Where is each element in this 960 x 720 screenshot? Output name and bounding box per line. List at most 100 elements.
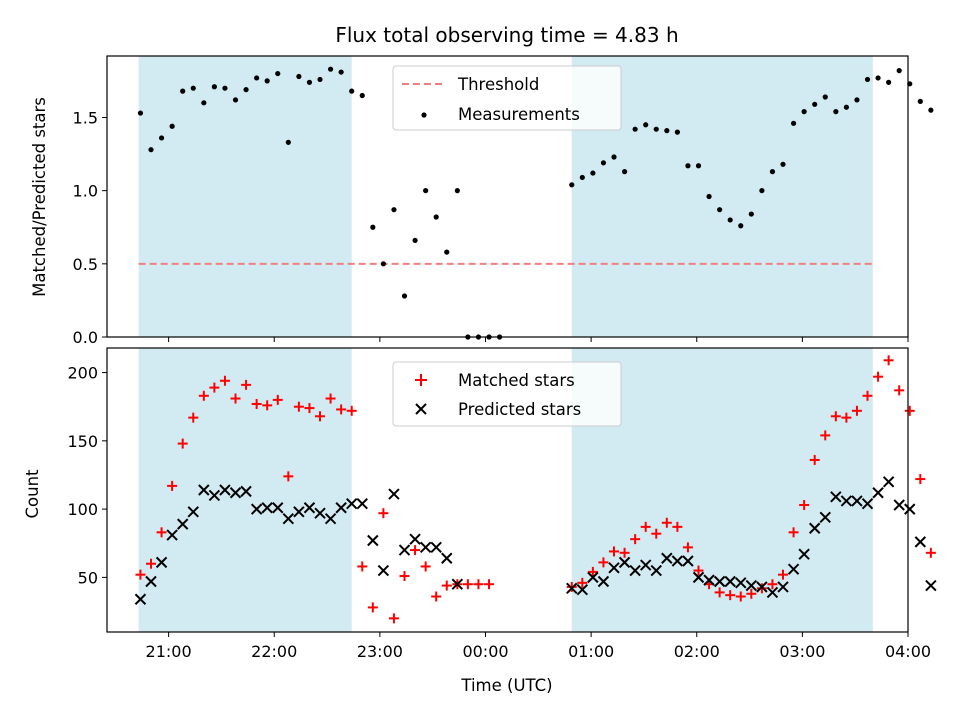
predicted-star-point [303,502,316,514]
measurement-point [643,122,649,128]
matched-star-point [577,577,588,588]
predicted-star-point [735,577,747,589]
y-tick-label: 1.0 [73,182,98,201]
predicted-star-point [692,571,705,584]
measurement-point [579,174,585,181]
measurement-point [201,100,207,106]
predicted-star-point [766,586,779,599]
predicted-star-point [608,562,620,574]
predicted-star-point [398,544,411,556]
predicted-star-point [134,593,147,605]
measurement-point [790,120,797,126]
matched-star-point [272,394,283,405]
matched-star-point [640,521,651,532]
predicted-star-point [377,564,390,577]
legend-measurements-swatch [421,112,427,118]
measurement-point [600,160,607,166]
legend-matched-swatch [415,374,427,386]
matched-star-point [746,588,757,599]
predicted-star-point [409,533,421,545]
measurement-point [812,101,818,107]
measurement-point [254,75,260,81]
predicted-star-point [335,502,347,514]
matched-star-point [219,375,230,386]
matched-star-point [431,591,442,602]
matched-star-point [619,547,630,558]
matched-star-point [883,355,894,366]
measurement-point [748,211,754,217]
x-tick-label: 02:00 [674,642,720,661]
measurement-point [632,126,638,132]
measurement-point [928,107,934,113]
predicted-stars-series [134,476,937,605]
top-legend: Threshold Measurements [392,65,622,131]
matched-star-point [598,557,609,568]
predicted-star-point [914,536,927,548]
matched-star-point [262,400,273,411]
top-y-axis-label: Matched/Predicted stars [30,97,49,297]
matched-star-point [441,580,452,591]
predicted-star-point [240,485,252,498]
predicted-star-point [187,506,199,518]
x-tick-label: 23:00 [357,642,403,661]
predicted-star-point [639,559,652,571]
matched-star-point [325,393,336,404]
measurement-point [611,154,617,160]
matched-star-point [367,602,378,613]
matched-star-point [904,405,915,416]
matched-star-point [357,561,368,572]
measurement-point [327,66,334,72]
predicted-star-point [703,574,715,586]
predicted-star-point [904,503,916,515]
measurement-point [232,97,239,103]
matched-star-point [682,542,693,553]
measurement-point [180,88,186,94]
matched-star-point [346,405,357,416]
x-tick-label: 01:00 [568,642,614,661]
bottom-series [134,355,937,624]
y-tick-label: 100 [67,500,98,519]
predicted-star-point [851,495,863,507]
predicted-star-point [388,488,400,500]
y-tick-label: 0.5 [73,255,98,274]
measurement-point [370,224,376,230]
measurement-point [706,193,712,200]
measurement-point [275,70,281,77]
matched-star-point [399,571,410,582]
bottom-legend-box [392,361,622,427]
matched-star-point [672,521,683,532]
measurement-point [380,261,386,267]
predicted-star-point [208,489,221,502]
measurement-point [769,169,776,175]
chart-title: Flux total observing time = 4.83 h [335,23,678,47]
measurement-point [695,163,702,169]
x-tick-label: 00:00 [462,642,508,661]
predicted-star-point [872,487,884,499]
measurement-point [843,104,849,110]
matched-star-point [735,591,746,602]
matched-star-point [188,412,199,423]
measurement-point [886,79,892,85]
measurement-point [158,135,165,141]
predicted-star-point [925,579,937,592]
matched-star-point [410,545,421,556]
matched-star-point [661,517,672,528]
matched-star-point [714,587,725,598]
matched-star-point [167,480,178,491]
predicted-star-point [566,582,578,595]
measurement-point [401,293,408,299]
top-plot-frame [106,55,909,338]
measurement-point [222,85,228,91]
predicted-star-point [597,575,610,588]
predicted-star-point [293,506,305,518]
predicted-star-point [367,534,379,547]
y-tick-label: 150 [67,432,98,451]
measurement-point [896,68,902,74]
matched-star-point [420,561,431,572]
predicted-star-point [840,495,853,507]
measurement-point [833,109,839,115]
matched-star-point [767,579,778,590]
matched-star-point [799,500,810,511]
predicted-star-point [250,503,263,515]
measurement-point [169,123,175,129]
